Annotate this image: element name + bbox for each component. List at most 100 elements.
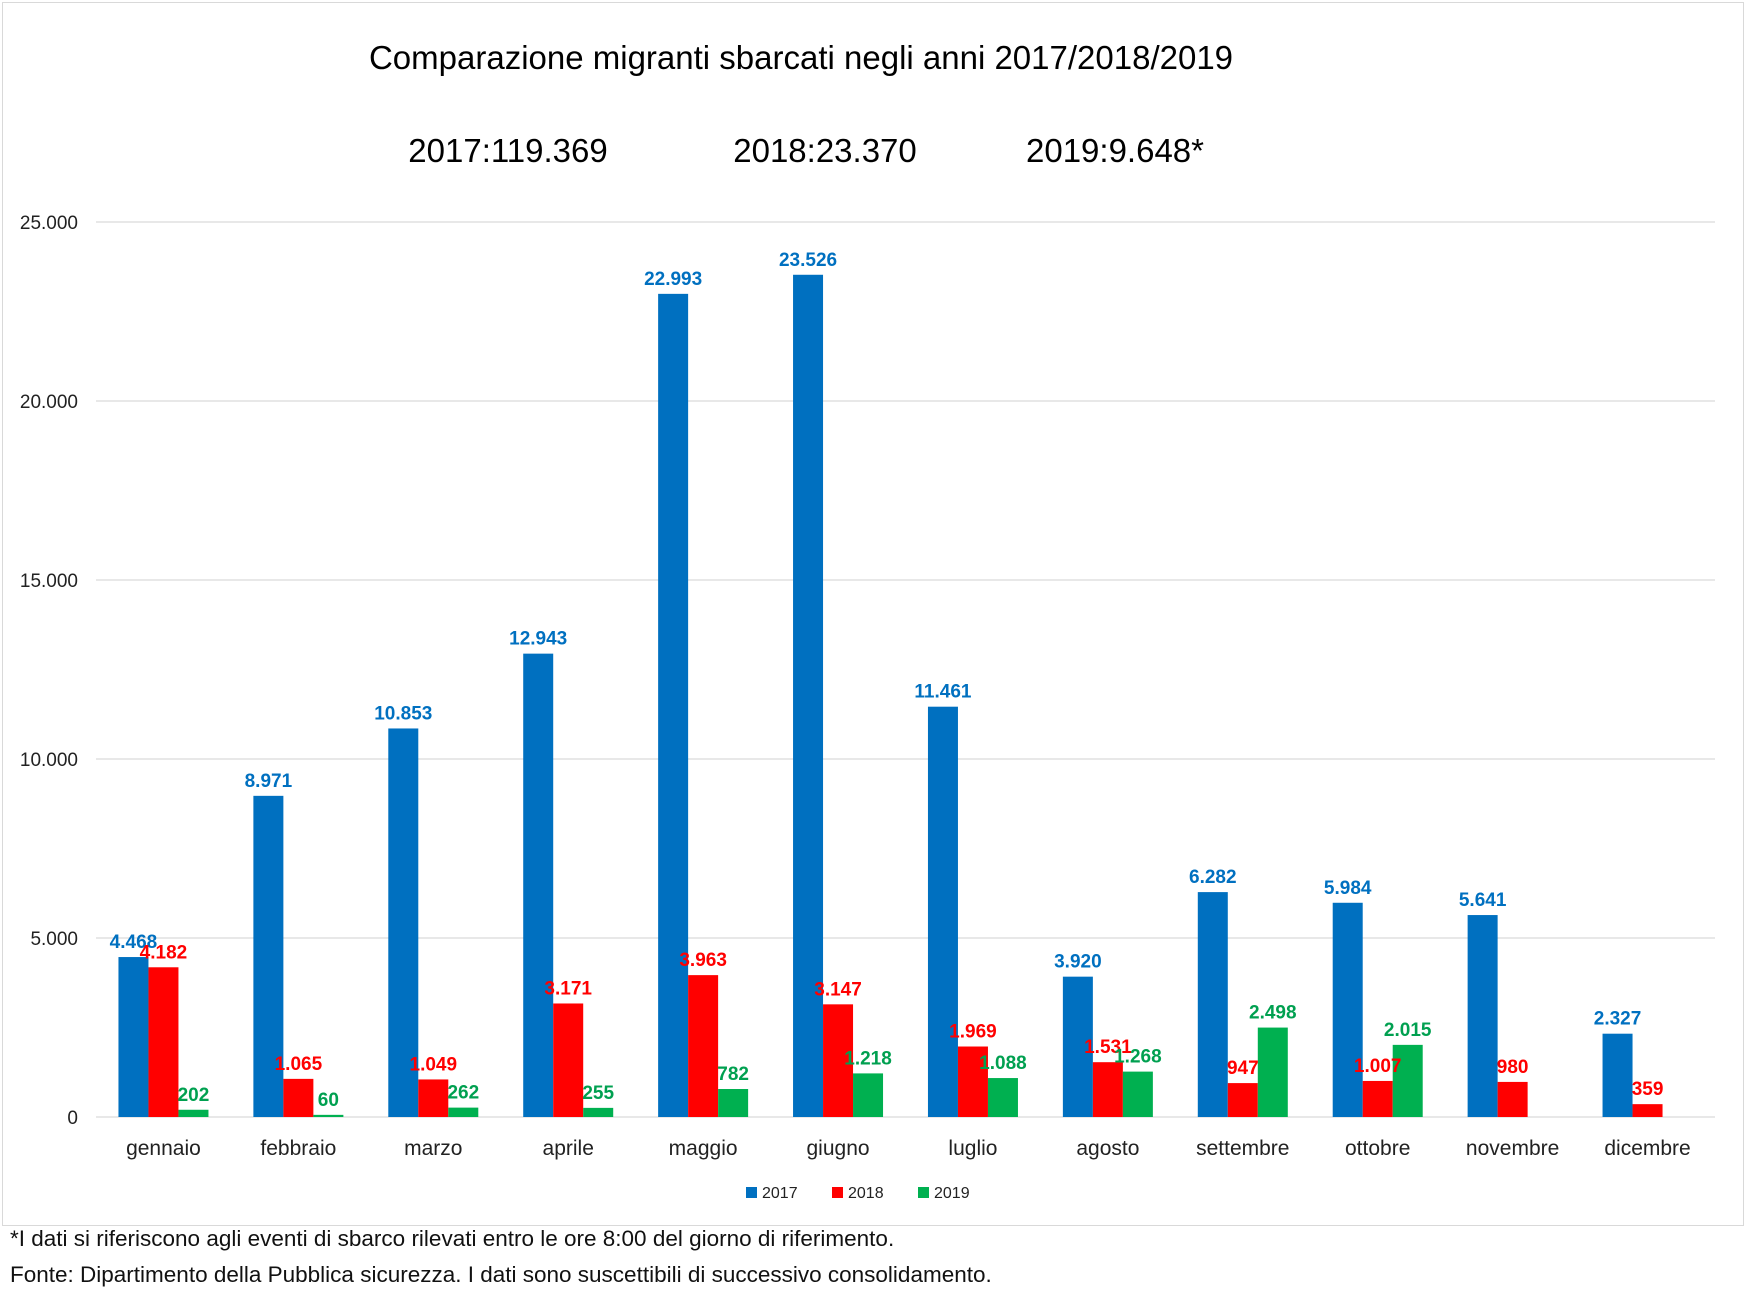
bar-2019-agosto [1122, 1071, 1153, 1117]
bar-2018-gennaio [148, 967, 179, 1117]
data-label-2018: 359 [1632, 1079, 1664, 1100]
y-tick-label: 15.000 [20, 571, 78, 592]
bar-2017-maggio [658, 293, 689, 1117]
x-axis: gennaio febbraio marzo aprile maggio giugno lu… [126, 1137, 1691, 1160]
legend-label-2017: 2017 [762, 1185, 798, 1202]
data-label-2017: 10.853 [374, 703, 432, 724]
gridlines [96, 221, 1715, 1118]
data-label-2017: 23.526 [779, 250, 837, 271]
bar-2018-agosto [1092, 1062, 1123, 1117]
x-tick-label: gennaio [126, 1137, 201, 1160]
y-tick-label: 25.000 [20, 213, 78, 234]
bar-2019-aprile [583, 1107, 614, 1117]
data-label-2017: 8.971 [245, 771, 293, 792]
data-label-2019: 60 [318, 1090, 339, 1111]
bar-2018-giugno [823, 1004, 854, 1117]
legend-swatch-2018 [832, 1187, 843, 1198]
data-label-2019: 2.498 [1249, 1003, 1297, 1024]
bar-2019-febbraio [313, 1114, 344, 1117]
y-axis: 0 5.000 10.000 15.000 20.000 25.000 [20, 213, 78, 1129]
data-label-2019: 2.015 [1384, 1020, 1432, 1041]
chart-area: Comparazione migranti sbarcati negli ann… [2, 2, 1744, 1226]
data-label-2018: 4.182 [140, 942, 188, 963]
data-label-2019: 262 [447, 1083, 479, 1104]
data-label-2019: 1.218 [844, 1048, 892, 1069]
data-label-2017: 22.993 [644, 269, 702, 290]
legend-swatch-2019 [918, 1187, 929, 1198]
bar-2017-ottobre [1332, 902, 1363, 1117]
data-label-2018: 3.171 [544, 978, 592, 999]
data-label-2017: 3.920 [1054, 952, 1102, 973]
legend-label-2018: 2018 [848, 1185, 884, 1202]
bar-2017-gennaio [118, 957, 149, 1117]
y-tick-label: 10.000 [20, 750, 78, 771]
x-tick-label: novembre [1466, 1137, 1559, 1160]
footnote-source: Fonte: Dipartimento della Pubblica sicur… [10, 1262, 992, 1287]
total-2017: 2017:119.369 [408, 132, 607, 169]
bar-2018-marzo [418, 1079, 449, 1117]
data-label-2017: 5.641 [1459, 890, 1507, 911]
data-label-2018: 947 [1227, 1058, 1259, 1079]
bar-2019-ottobre [1392, 1044, 1423, 1117]
bar-2018-dicembre [1632, 1104, 1663, 1117]
bar-2017-agosto [1062, 976, 1093, 1117]
data-label-2018: 3.963 [679, 950, 727, 971]
chart-title: Comparazione migranti sbarcati negli ann… [369, 39, 1233, 76]
bar-2017-febbraio [253, 795, 284, 1117]
bar-2018-ottobre [1362, 1080, 1393, 1117]
y-tick-label: 5.000 [30, 929, 78, 950]
x-tick-label: giugno [807, 1137, 870, 1160]
data-label-2018: 3.147 [814, 979, 862, 1000]
bar-2019-giugno [853, 1073, 884, 1117]
bar-2017-novembre [1467, 915, 1498, 1117]
x-tick-label: dicembre [1604, 1137, 1690, 1160]
x-tick-label: aprile [543, 1137, 594, 1160]
x-tick-label: agosto [1076, 1137, 1139, 1160]
data-label-2019: 202 [178, 1085, 210, 1106]
bar-2019-settembre [1257, 1027, 1288, 1117]
y-tick-label: 0 [67, 1108, 78, 1129]
x-tick-label: settembre [1196, 1137, 1289, 1160]
legend: 2017 2018 2019 [746, 1185, 970, 1202]
y-tick-label: 20.000 [20, 392, 78, 413]
legend-label-2019: 2019 [934, 1185, 970, 1202]
bar-2018-settembre [1227, 1083, 1258, 1117]
bar-2019-marzo [448, 1107, 479, 1117]
data-label-2017: 5.984 [1324, 878, 1372, 899]
data-label-2018: 980 [1497, 1057, 1529, 1078]
bar-2019-maggio [718, 1089, 749, 1117]
x-tick-label: maggio [669, 1137, 738, 1160]
bar-2017-dicembre [1602, 1033, 1633, 1117]
data-label-2018: 1.007 [1354, 1056, 1402, 1077]
bar-2017-giugno [793, 274, 824, 1118]
bar-2019-gennaio [178, 1109, 209, 1117]
data-label-2018: 1.049 [410, 1054, 458, 1075]
data-label-2019: 255 [582, 1083, 614, 1104]
data-label-2018: 1.065 [275, 1054, 323, 1075]
data-label-2018: 1.531 [1084, 1037, 1132, 1058]
data-label-2019: 1.088 [979, 1053, 1027, 1074]
bar-2018-luglio [957, 1046, 988, 1117]
bar-2018-maggio [688, 975, 719, 1117]
total-2019: 2019:9.648* [1026, 132, 1204, 169]
data-label-2017: 11.461 [914, 682, 971, 703]
legend-swatch-2017 [746, 1187, 757, 1198]
x-tick-label: marzo [404, 1137, 462, 1160]
bar-chart: Comparazione migranti sbarcati negli ann… [20, 39, 1715, 1202]
data-label-2018: 1.969 [949, 1022, 997, 1043]
bars [118, 274, 1663, 1118]
bar-2019-luglio [987, 1078, 1018, 1117]
bar-2017-settembre [1197, 892, 1228, 1117]
data-label-2019: 782 [717, 1064, 749, 1085]
x-tick-label: febbraio [260, 1137, 336, 1160]
bar-2017-marzo [388, 728, 419, 1117]
x-tick-label: luglio [948, 1137, 997, 1160]
bar-2018-febbraio [283, 1078, 314, 1117]
bar-2017-aprile [523, 653, 554, 1117]
data-label-2017: 6.282 [1189, 867, 1237, 888]
data-label-2019: 1.268 [1114, 1047, 1162, 1068]
data-label-2017: 2.327 [1594, 1009, 1642, 1030]
bar-2017-luglio [927, 706, 958, 1117]
bar-2018-novembre [1497, 1081, 1528, 1117]
